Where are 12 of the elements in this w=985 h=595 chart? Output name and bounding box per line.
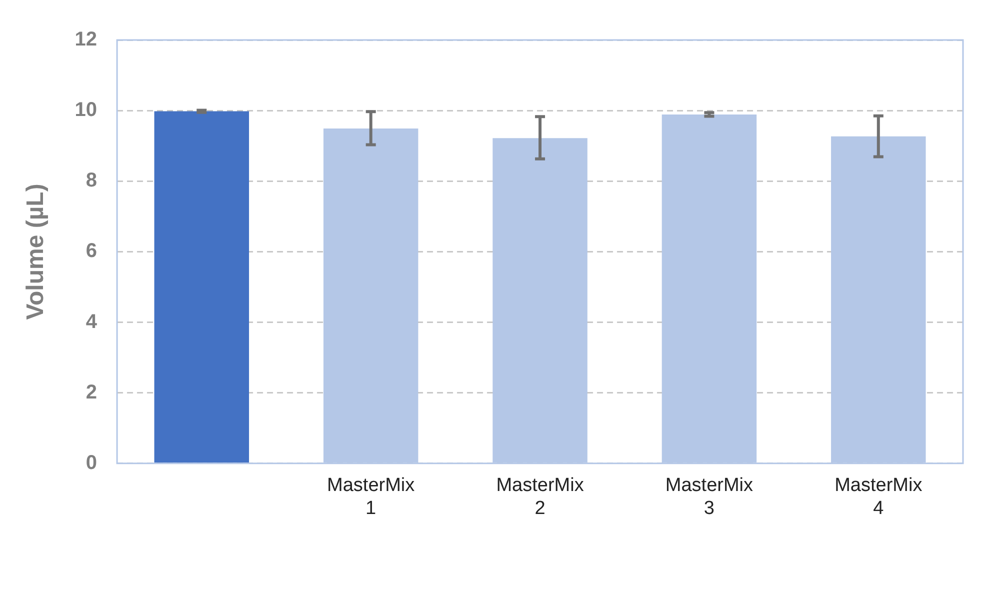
x-tick-label: MasterMix 4 <box>834 475 923 519</box>
y-tick-label: 10 <box>74 99 98 122</box>
x-tick-label: MasterMix 3 <box>665 475 754 519</box>
x-tick-label: MasterMix 1 <box>327 475 416 519</box>
y-tick-label: 12 <box>74 28 98 51</box>
y-axis-title: Volume (µL) <box>22 184 50 320</box>
y-tick-label: 4 <box>86 310 98 333</box>
y-tick-label: 0 <box>86 452 98 474</box>
x-tick-label: MasterMix 2 <box>496 475 584 519</box>
y-tick-label: 8 <box>86 170 98 192</box>
y-tick-label: 2 <box>86 381 98 404</box>
y-tick-label: 6 <box>86 240 98 262</box>
